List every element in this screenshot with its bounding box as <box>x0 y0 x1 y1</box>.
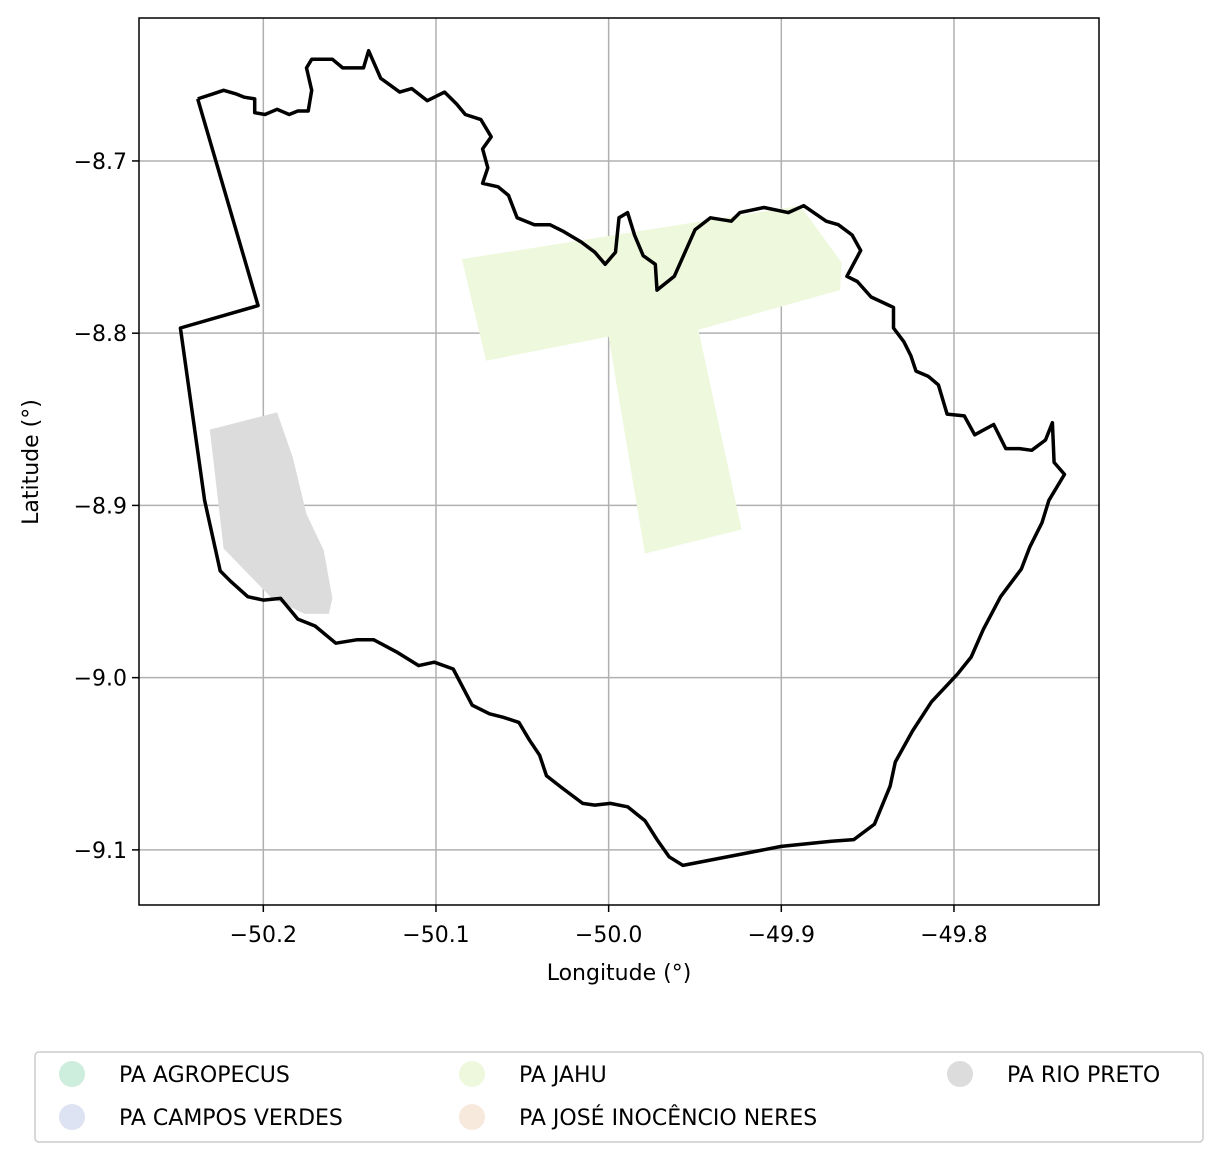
region-pa-jahu <box>461 205 842 554</box>
legend-label-pa-jahu: PA JAHU <box>519 1063 607 1088</box>
legend-items: PA AGROPECUS PA CAMPOS VERDES PA JAHU PA JO… <box>59 1061 1160 1131</box>
x-tick-label: −50.2 <box>230 923 297 948</box>
y-tick-label: −9.0 <box>74 667 127 692</box>
gridlines <box>139 18 1099 905</box>
legend-label-pa-rio-preto: PA RIO PRETO <box>1007 1063 1160 1088</box>
x-tick-label: −49.8 <box>920 923 987 948</box>
y-tick-label: −9.1 <box>74 839 127 864</box>
legend-marker-pa-rio-preto <box>947 1061 973 1087</box>
legend-marker-pa-jose-inocencio-neres <box>459 1104 485 1130</box>
x-axis: −50.2 −50.1 −50.0 −49.9 −49.8 <box>230 905 988 948</box>
x-tick-label: −50.1 <box>402 923 469 948</box>
settlement-regions <box>209 205 842 614</box>
legend: PA AGROPECUS PA CAMPOS VERDES PA JAHU PA JO… <box>34 1051 1204 1143</box>
legend-label-pa-agropecus: PA AGROPECUS <box>119 1063 290 1088</box>
y-axis: −8.7 −8.8 −8.9 −9.0 −9.1 <box>74 150 139 864</box>
legend-label-pa-campos-verdes: PA CAMPOS VERDES <box>119 1106 343 1131</box>
x-axis-label: Longitude (°) <box>547 961 692 986</box>
municipality-boundary <box>178 48 1067 868</box>
legend-box <box>34 1051 1204 1143</box>
region-pa-rio-preto <box>209 412 333 614</box>
legend-label-pa-jose-inocencio-neres: PA JOSÉ INOCÊNCIO NERES <box>519 1105 817 1131</box>
y-tick-label: −8.9 <box>74 494 127 519</box>
plot-area <box>138 17 1100 906</box>
legend-marker-pa-agropecus <box>59 1061 85 1087</box>
y-axis-label: Latitude (°) <box>19 399 44 525</box>
legend-marker-pa-jahu <box>459 1061 485 1087</box>
y-tick-label: −8.7 <box>74 150 127 175</box>
x-tick-label: −49.9 <box>748 923 815 948</box>
axes-frame <box>138 17 1100 906</box>
x-tick-label: −50.0 <box>575 923 642 948</box>
legend-marker-pa-campos-verdes <box>59 1104 85 1130</box>
y-tick-label: −8.8 <box>74 322 127 347</box>
